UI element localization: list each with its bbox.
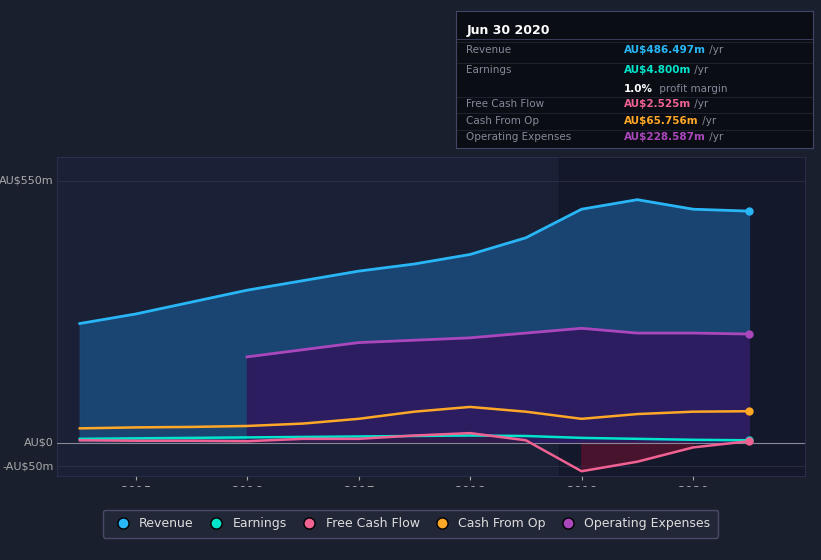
Text: AU$228.587m: AU$228.587m bbox=[623, 132, 705, 142]
Text: Operating Expenses: Operating Expenses bbox=[466, 132, 571, 142]
Text: -AU$50m: -AU$50m bbox=[2, 461, 53, 472]
Text: AU$4.800m: AU$4.800m bbox=[623, 65, 691, 75]
Text: /yr: /yr bbox=[691, 100, 709, 110]
Legend: Revenue, Earnings, Free Cash Flow, Cash From Op, Operating Expenses: Revenue, Earnings, Free Cash Flow, Cash … bbox=[103, 510, 718, 538]
Text: Jun 30 2020: Jun 30 2020 bbox=[466, 24, 550, 36]
Text: Earnings: Earnings bbox=[466, 65, 511, 75]
Bar bbox=[559, 157, 821, 476]
Text: AU$486.497m: AU$486.497m bbox=[623, 45, 705, 55]
Text: AU$0: AU$0 bbox=[24, 438, 53, 447]
Text: profit margin: profit margin bbox=[656, 85, 727, 95]
Text: AU$550m: AU$550m bbox=[0, 176, 53, 185]
Text: AU$65.756m: AU$65.756m bbox=[623, 116, 698, 126]
Text: /yr: /yr bbox=[706, 45, 723, 55]
Text: Free Cash Flow: Free Cash Flow bbox=[466, 100, 544, 110]
Text: Revenue: Revenue bbox=[466, 45, 511, 55]
Text: 1.0%: 1.0% bbox=[623, 85, 653, 95]
Text: /yr: /yr bbox=[706, 132, 723, 142]
Text: Cash From Op: Cash From Op bbox=[466, 116, 539, 126]
Text: /yr: /yr bbox=[691, 65, 709, 75]
Text: /yr: /yr bbox=[699, 116, 716, 126]
Text: AU$2.525m: AU$2.525m bbox=[623, 100, 690, 110]
